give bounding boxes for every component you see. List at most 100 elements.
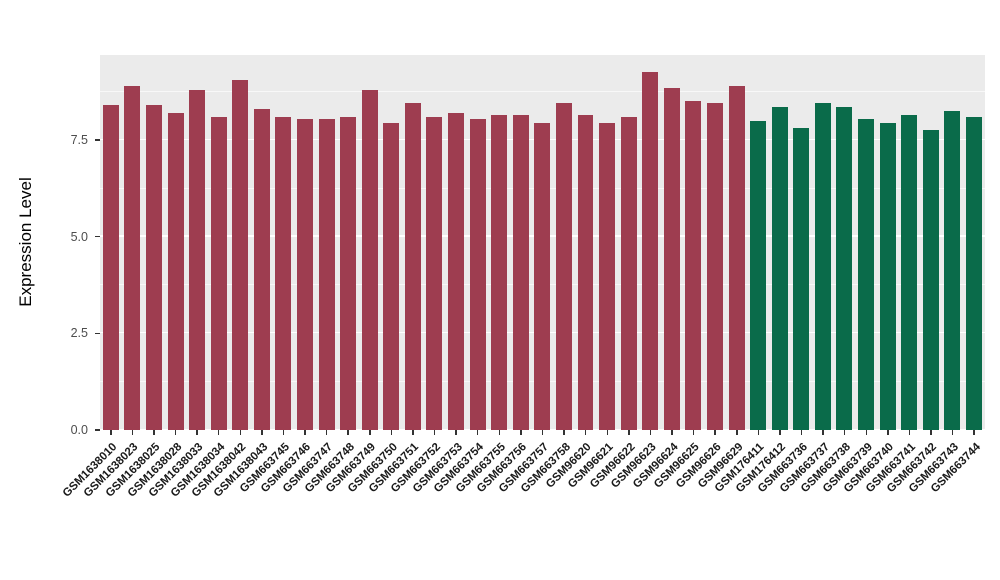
bar-slot bbox=[143, 55, 165, 430]
bar bbox=[858, 118, 874, 430]
bar bbox=[189, 89, 206, 430]
x-tick-mark bbox=[822, 430, 824, 435]
bar bbox=[922, 130, 939, 430]
y-tick-mark bbox=[95, 235, 100, 238]
x-tick-mark bbox=[714, 430, 716, 435]
gridline-minor bbox=[100, 91, 985, 92]
bar bbox=[620, 116, 637, 430]
x-tick-mark bbox=[455, 430, 457, 435]
y-tick-mark bbox=[95, 429, 100, 431]
x-tick-mark bbox=[736, 430, 738, 435]
bar bbox=[361, 89, 378, 430]
bar-slot bbox=[553, 55, 575, 430]
bar bbox=[210, 116, 227, 430]
x-tick-mark bbox=[908, 430, 911, 435]
x-tick-mark bbox=[628, 430, 630, 435]
x-tick-mark bbox=[541, 430, 544, 435]
plot-panel bbox=[100, 55, 985, 430]
x-tick-mark bbox=[649, 430, 652, 435]
bar bbox=[879, 122, 896, 430]
bar bbox=[275, 116, 292, 430]
bar bbox=[232, 80, 249, 430]
x-tick-mark bbox=[779, 430, 781, 435]
bar-slot bbox=[100, 55, 122, 430]
bar-slot bbox=[402, 55, 424, 430]
x-tick-mark bbox=[930, 430, 932, 435]
x-tick-mark bbox=[692, 430, 695, 435]
bar-slot bbox=[186, 55, 208, 430]
x-tick-mark bbox=[843, 430, 846, 435]
bar-slot bbox=[165, 55, 187, 430]
bar bbox=[599, 122, 616, 430]
x-tick-mark bbox=[217, 430, 220, 435]
bar-slot bbox=[812, 55, 834, 430]
bar-slot bbox=[596, 55, 618, 430]
bar bbox=[124, 85, 141, 430]
bar bbox=[707, 103, 723, 430]
bar bbox=[663, 87, 680, 430]
bar-slot bbox=[532, 55, 554, 430]
bar-slot bbox=[294, 55, 316, 430]
x-tick-mark bbox=[325, 430, 328, 435]
bar bbox=[728, 85, 745, 430]
x-tick-mark bbox=[390, 430, 393, 435]
y-tick-label: 0.0 bbox=[70, 423, 88, 437]
y-tick-mark bbox=[95, 139, 100, 141]
bar-slot bbox=[639, 55, 661, 430]
x-tick-mark bbox=[584, 430, 587, 435]
x-axis-labels: GSM1638010 GSM1638023 GSM1638025 GSM1638028… bbox=[61, 437, 985, 577]
bar-slot bbox=[618, 55, 640, 430]
x-tick-mark bbox=[865, 430, 868, 435]
x-tick-mark bbox=[110, 430, 112, 435]
x-tick-mark bbox=[412, 430, 414, 435]
bar-slot bbox=[316, 55, 338, 430]
x-tick-mark bbox=[433, 430, 436, 435]
x-tick-mark bbox=[563, 430, 565, 435]
bar bbox=[901, 114, 918, 430]
x-tick-mark bbox=[887, 430, 889, 435]
bar-slot bbox=[575, 55, 597, 430]
bar bbox=[577, 114, 594, 430]
x-tick-mark bbox=[800, 430, 803, 435]
bar-slot bbox=[704, 55, 726, 430]
bar-slot bbox=[273, 55, 295, 430]
bar bbox=[793, 128, 810, 430]
bar-slot bbox=[769, 55, 791, 430]
bar bbox=[771, 107, 788, 430]
bar bbox=[642, 72, 659, 430]
bar-slot bbox=[229, 55, 251, 430]
x-tick-mark bbox=[174, 430, 177, 435]
bar bbox=[448, 113, 465, 430]
bar bbox=[534, 122, 551, 430]
bar bbox=[944, 111, 961, 430]
bar-slot bbox=[855, 55, 877, 430]
bar bbox=[102, 105, 119, 430]
bar-slot bbox=[381, 55, 403, 430]
bar bbox=[167, 113, 184, 430]
bar-slot bbox=[359, 55, 381, 430]
bar-slot bbox=[747, 55, 769, 430]
x-tick-mark bbox=[347, 430, 349, 435]
x-tick-mark bbox=[520, 430, 522, 435]
bar-slot bbox=[834, 55, 856, 430]
bar bbox=[469, 118, 486, 430]
bar bbox=[404, 103, 421, 430]
x-tick-mark bbox=[606, 430, 608, 435]
bar-slot bbox=[510, 55, 532, 430]
x-tick-mark bbox=[951, 430, 954, 435]
x-tick-mark bbox=[131, 430, 134, 435]
bar-slot bbox=[122, 55, 144, 430]
bar-slot bbox=[683, 55, 705, 430]
bar-slot bbox=[467, 55, 489, 430]
bar-slot bbox=[251, 55, 273, 430]
x-tick-mark bbox=[498, 430, 501, 435]
bar bbox=[965, 116, 982, 430]
bar-slot bbox=[877, 55, 899, 430]
bar-slot bbox=[661, 55, 683, 430]
x-tick-mark bbox=[261, 430, 263, 435]
bar-slot bbox=[920, 55, 942, 430]
x-tick-mark bbox=[282, 430, 285, 435]
y-tick-mark bbox=[95, 332, 100, 335]
bars-container bbox=[100, 55, 985, 430]
